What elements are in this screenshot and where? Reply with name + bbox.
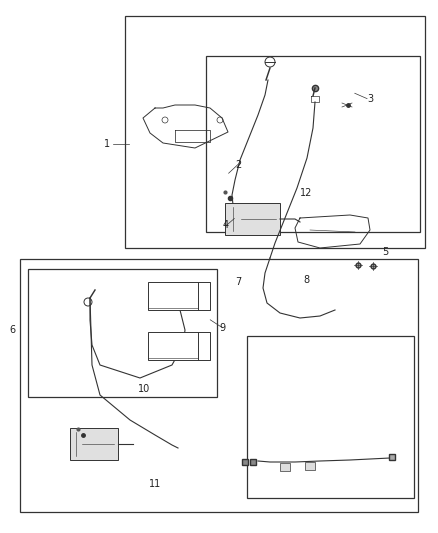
Bar xyxy=(70,428,118,460)
Bar xyxy=(305,462,315,470)
Text: 7: 7 xyxy=(236,278,242,287)
Bar xyxy=(20,259,418,512)
Text: 11: 11 xyxy=(149,479,162,489)
Text: 8: 8 xyxy=(304,275,310,285)
Bar xyxy=(206,56,420,232)
Text: 12: 12 xyxy=(300,188,313,198)
Bar xyxy=(225,203,280,235)
Bar xyxy=(247,336,414,498)
Text: 1: 1 xyxy=(104,139,110,149)
Text: 9: 9 xyxy=(219,323,226,333)
Text: 3: 3 xyxy=(367,94,373,103)
Text: 6: 6 xyxy=(9,326,15,335)
Bar xyxy=(280,463,290,471)
Bar xyxy=(148,282,198,310)
Bar xyxy=(125,16,425,248)
Text: 5: 5 xyxy=(382,247,389,257)
Text: 2: 2 xyxy=(236,160,242,170)
Text: 4: 4 xyxy=(223,221,229,230)
Bar xyxy=(148,332,198,360)
Text: 10: 10 xyxy=(138,384,151,394)
Bar xyxy=(28,269,217,397)
